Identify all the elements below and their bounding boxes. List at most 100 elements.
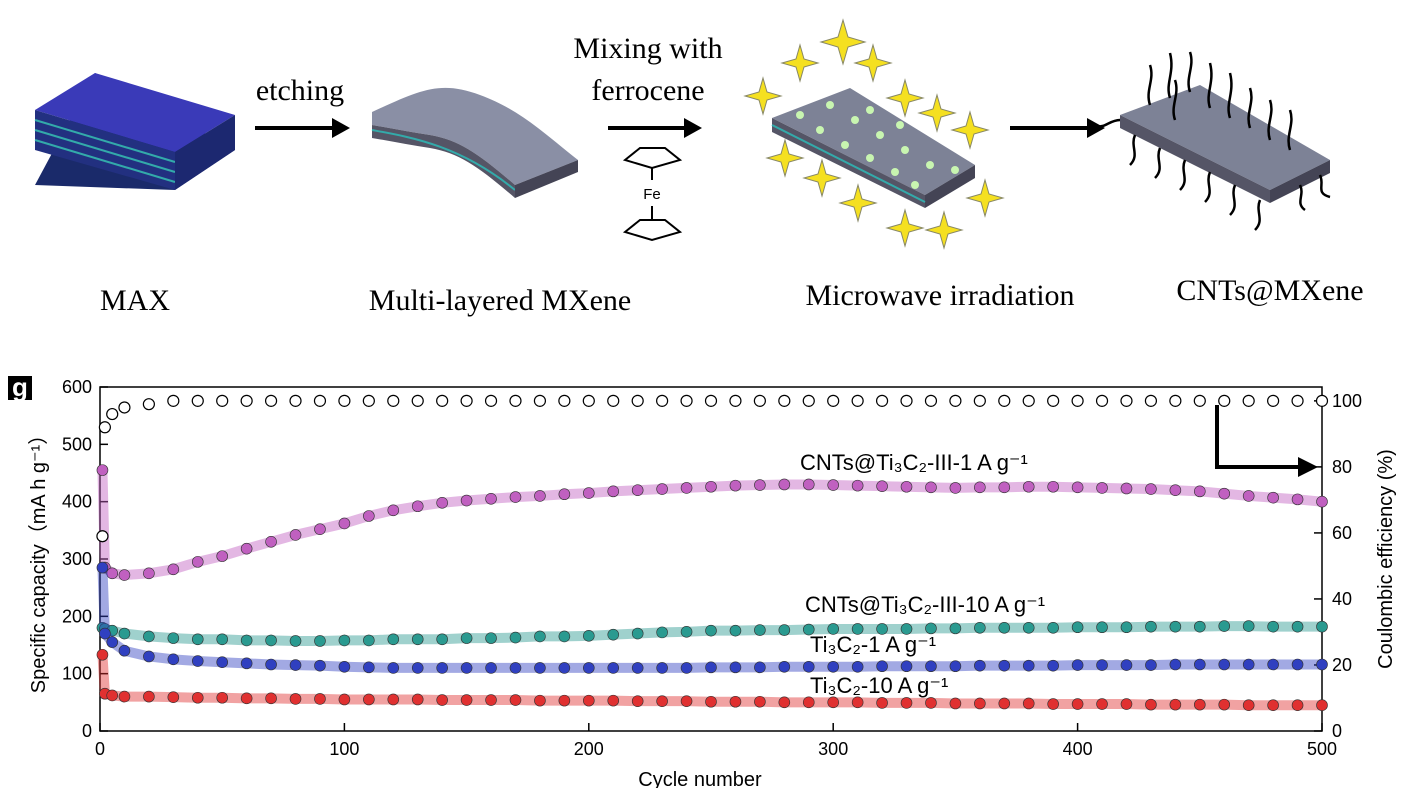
point: [338, 660, 351, 673]
point: [704, 394, 718, 407]
point: [631, 662, 644, 674]
point: [1145, 483, 1157, 495]
point: [411, 394, 424, 407]
point: [338, 394, 351, 407]
point: [216, 633, 228, 646]
point: [289, 394, 302, 407]
y2-tick-label: 60: [1332, 523, 1352, 543]
x-tick-label: 400: [1063, 739, 1093, 759]
point: [436, 633, 448, 646]
point: [925, 481, 937, 494]
point: [900, 480, 913, 493]
point: [363, 510, 375, 522]
point: [1316, 495, 1328, 508]
point: [534, 662, 546, 674]
point: [1169, 620, 1182, 633]
chart: g Cycle number Specific capacity（mA h g⁻…: [8, 372, 1397, 788]
point: [265, 634, 277, 647]
point: [387, 394, 400, 407]
point: [998, 481, 1011, 494]
y2-tick-label: 0: [1332, 721, 1342, 741]
series-label: CNTs@Ti₃C₂-III-1 A g⁻¹: [800, 450, 1028, 475]
point: [191, 556, 204, 568]
point: [314, 523, 326, 535]
point: [1047, 394, 1060, 407]
scheme: etching Mixing with ferrocene Fe: [34, 18, 1364, 317]
point: [1071, 481, 1084, 494]
plot-frame: [99, 386, 1323, 732]
point: [216, 550, 228, 562]
y-tick-label: 500: [62, 434, 92, 454]
point: [436, 662, 448, 674]
point: [558, 694, 571, 707]
point: [802, 696, 815, 709]
point: [1071, 659, 1084, 671]
point: [1047, 621, 1059, 634]
point: [96, 464, 109, 476]
point: [802, 623, 815, 636]
point: [509, 491, 522, 503]
point: [729, 661, 742, 674]
point: [729, 624, 742, 637]
step-label: ferrocene: [591, 74, 704, 107]
point: [534, 490, 546, 502]
point: [118, 401, 131, 414]
point: [436, 497, 448, 509]
point: [460, 632, 473, 644]
point: [265, 692, 277, 705]
point: [460, 494, 473, 507]
point: [167, 563, 180, 576]
point: [265, 535, 277, 548]
point: [1047, 480, 1059, 493]
point: [387, 633, 400, 646]
stage-label: MAX: [100, 284, 170, 317]
stage-label: CNTs@MXene: [1176, 274, 1363, 307]
point: [240, 634, 253, 647]
point: [1267, 658, 1279, 671]
point: [900, 660, 913, 673]
point: [607, 394, 620, 407]
point: [1120, 659, 1133, 671]
point: [754, 661, 766, 674]
point: [900, 623, 913, 635]
point: [338, 634, 351, 647]
point: [582, 694, 595, 707]
point: [876, 697, 888, 709]
point: [827, 623, 840, 635]
y2-tick-label: 40: [1332, 589, 1352, 609]
point: [729, 394, 742, 407]
point: [485, 632, 497, 644]
point: [1267, 394, 1280, 407]
point: [289, 635, 302, 647]
point: [289, 693, 302, 705]
point: [680, 482, 693, 494]
point: [582, 662, 595, 674]
point: [827, 479, 840, 491]
point: [607, 662, 620, 674]
point: [656, 483, 668, 495]
point: [265, 658, 277, 671]
point: [558, 630, 571, 643]
point: [216, 394, 229, 407]
point: [143, 690, 155, 703]
point: [484, 394, 498, 407]
point: [924, 394, 938, 407]
point: [851, 696, 864, 709]
stage-label: Multi-layered MXene: [369, 284, 631, 317]
point: [1096, 621, 1108, 634]
point: [118, 569, 131, 581]
point: [1316, 658, 1328, 671]
point: [607, 694, 620, 707]
point: [1218, 658, 1231, 671]
y-tick-label: 400: [62, 492, 92, 512]
point: [680, 695, 693, 707]
point: [778, 394, 791, 407]
point: [534, 694, 546, 707]
point: [240, 692, 253, 705]
x-tick-label: 500: [1307, 739, 1337, 759]
point: [974, 697, 986, 710]
point: [167, 691, 180, 703]
point: [754, 695, 766, 708]
point: [289, 659, 302, 671]
point: [485, 662, 497, 674]
